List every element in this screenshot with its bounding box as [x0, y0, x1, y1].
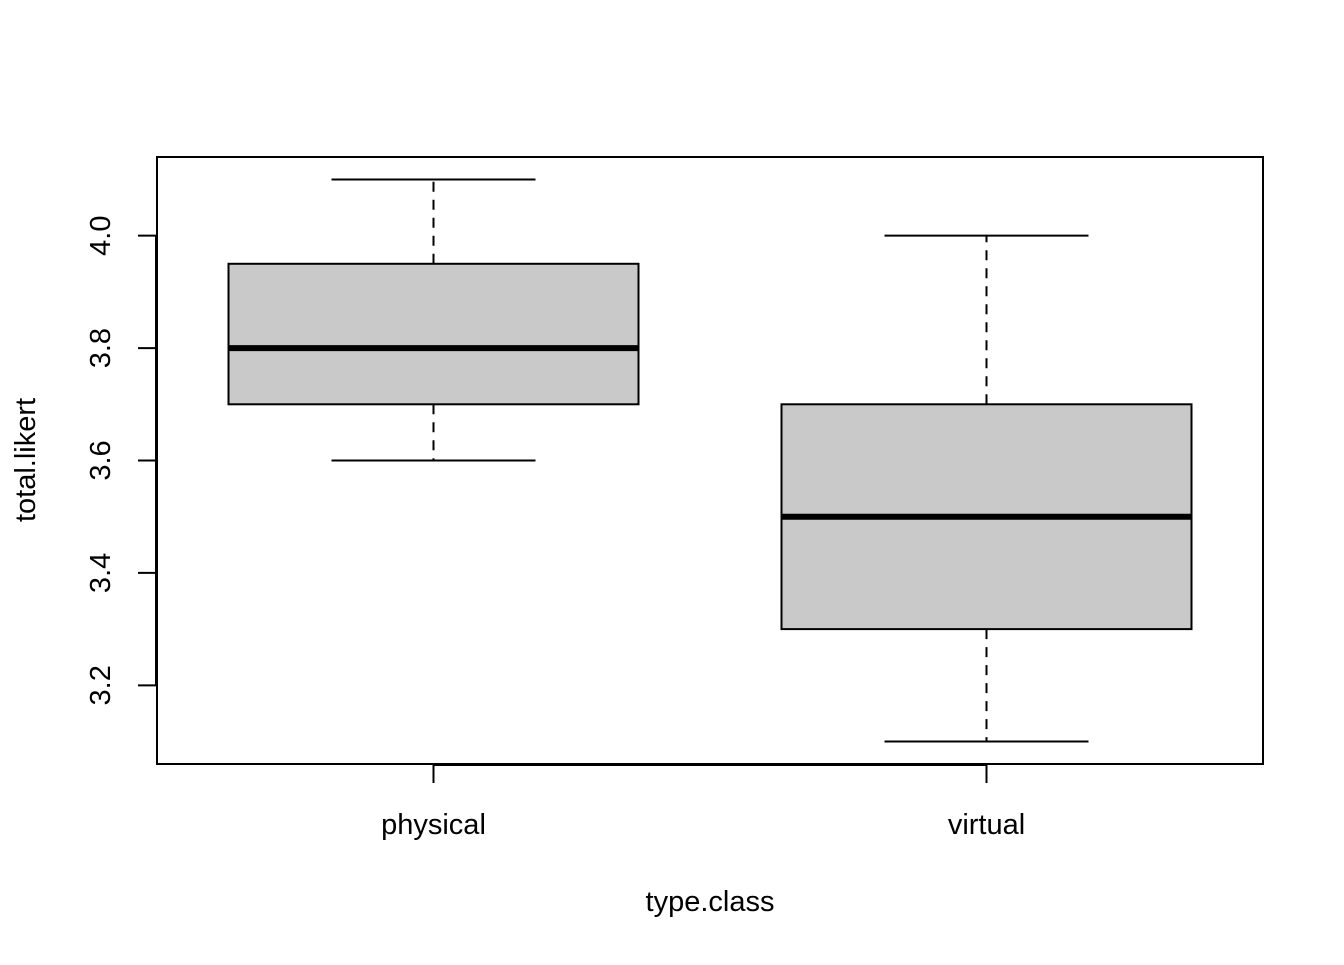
box-physical: [227, 178, 640, 462]
x-axis: physical virtual: [381, 764, 1025, 841]
y-tick-label: 3.8: [85, 328, 117, 368]
x-tick-label: physical: [381, 809, 486, 841]
y-axis-label: total.likert: [10, 398, 42, 522]
x-axis-label: type.class: [646, 886, 775, 918]
box-virtual: [780, 234, 1193, 743]
boxes-layer: [227, 178, 1193, 743]
y-axis: 3.2 3.4 3.6 3.8 4.0: [85, 216, 157, 705]
y-tick-label: 3.2: [85, 665, 117, 705]
iqr-box: [227, 262, 640, 406]
y-tick-label: 3.6: [85, 440, 117, 480]
y-tick-label: 3.4: [85, 553, 117, 593]
y-tick-label: 4.0: [85, 216, 117, 256]
x-tick-label: virtual: [948, 809, 1025, 841]
